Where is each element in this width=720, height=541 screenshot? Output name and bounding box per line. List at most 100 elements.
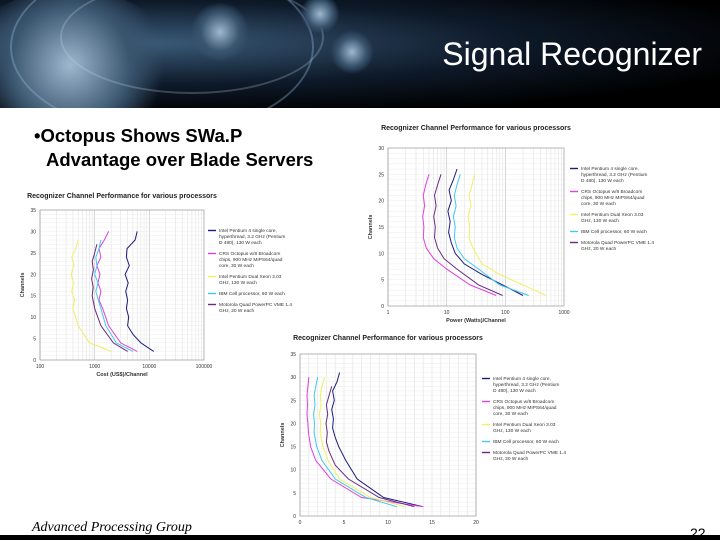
slide-title: Signal Recognizer	[442, 36, 702, 72]
y-tick-label: 30	[30, 229, 36, 235]
y-tick-label: 25	[30, 251, 36, 257]
legend-label: chips, 900 MHz MIPS64/quad	[581, 195, 645, 201]
x-tick-label: 100	[501, 310, 510, 316]
y-tick-label: 35	[290, 352, 296, 358]
x-tick-label: 15	[429, 520, 435, 526]
legend-label: GHz, 20 W each	[219, 308, 255, 314]
legend-label: Intel Pentium 4 single core,	[493, 376, 551, 382]
x-tick-label: 20	[473, 520, 479, 526]
series-line	[94, 239, 134, 352]
legend-label: Motorola Quad PowerPC VME 1.4	[493, 450, 566, 456]
legend-label: D 480), 130 W each	[219, 240, 262, 246]
y-tick-label: 10	[290, 468, 296, 474]
chart-cost-svg: Recognizer Channel Performance for vario…	[20, 193, 292, 378]
y-tick-label: 25	[290, 398, 296, 404]
y-tick-label: 0	[381, 304, 384, 310]
series-line	[318, 376, 406, 508]
chart-title: Recognizer Channel Performance for vario…	[27, 193, 217, 200]
y-tick-label: 0	[33, 358, 36, 364]
y-tick-label: 5	[293, 491, 296, 497]
legend-label: Intel Pentium 4 single core,	[219, 228, 277, 234]
series-line	[433, 174, 503, 296]
legend-label: GHz, 130 W each	[581, 218, 619, 224]
legend-label: GHz, 20 W each	[493, 456, 529, 462]
legend-label: core, 30 W each	[581, 201, 616, 207]
legend-label: CRS Octopus w/8 Broadcom	[493, 399, 554, 405]
x-axis-label: Power (Watts)/Channel	[446, 318, 506, 324]
legend-label: GHz, 20 W each	[581, 246, 617, 252]
legend-label: D 480), 130 W each	[581, 178, 624, 184]
chart-weight: Recognizer Channel Performance for vario…	[272, 328, 672, 528]
series-line	[467, 174, 547, 296]
chart-power-svg: Recognizer Channel Performance for vario…	[368, 125, 654, 324]
x-tick-label: 10	[385, 520, 391, 526]
series-line	[422, 174, 497, 296]
y-tick-label: 0	[293, 514, 296, 520]
series-line	[452, 174, 529, 296]
y-tick-label: 25	[378, 172, 384, 178]
legend-label: chips, 900 MHz MIPS64/quad	[219, 257, 283, 263]
title-banner: Signal Recognizer	[0, 0, 720, 108]
x-tick-label: 1	[387, 310, 390, 316]
legend-label: Intel Pentium 4 single core,	[581, 166, 639, 172]
chart-title: Recognizer Channel Performance for vario…	[293, 335, 483, 342]
x-tick-label: 10	[444, 310, 450, 316]
legend-label: core, 30 W each	[219, 263, 254, 269]
y-axis-label: Channels	[368, 215, 374, 240]
chart-power: Recognizer Channel Performance for vario…	[358, 118, 716, 336]
bullet-line: •Octopus Shows SWa.P	[34, 125, 243, 146]
y-tick-label: 15	[290, 445, 296, 451]
legend-label: core, 30 W each	[493, 411, 528, 417]
series-line	[306, 377, 424, 508]
legend-label: IBM Cell processor, 60 W each	[581, 229, 647, 235]
y-tick-label: 20	[30, 272, 36, 278]
planet-graphic	[300, 0, 340, 34]
series-line	[447, 168, 524, 296]
plot-frame	[299, 353, 477, 517]
chart-cost: Recognizer Channel Performance for vario…	[14, 186, 344, 386]
series-line	[313, 377, 397, 508]
legend-label: chips, 900 MHz MIPS64/quad	[493, 405, 557, 411]
series-line	[124, 231, 154, 352]
y-tick-label: 10	[30, 315, 36, 321]
legend-label: Motorola Quad PowerPC VME 1.4	[581, 240, 654, 246]
legend-label: IBM Cell processor, 60 W each	[219, 291, 285, 297]
bullet-line: Advantage over Blade Servers	[46, 149, 314, 170]
y-axis-label: Channels	[280, 423, 286, 448]
legend-label: Intel Pentium Dual Xeon 3.03	[493, 422, 556, 428]
plot-frame	[387, 147, 565, 307]
legend-label: GHz, 130 W each	[219, 280, 257, 286]
x-tick-label: 5	[343, 520, 346, 526]
plot-grid	[299, 353, 477, 517]
y-tick-label: 5	[381, 278, 384, 284]
series-line	[331, 372, 424, 508]
legend-label: hyperthread, 3.2 GHz (Pentium	[581, 172, 647, 178]
x-tick-label: 0	[299, 520, 302, 526]
y-axis-label: Channels	[20, 273, 26, 298]
y-tick-label: 20	[290, 421, 296, 427]
y-tick-label: 15	[30, 294, 36, 300]
legend-label: D 480), 130 W each	[493, 388, 536, 394]
planet-graphic	[330, 30, 374, 74]
plot-grid	[39, 209, 204, 361]
y-tick-label: 5	[33, 337, 36, 343]
legend-label: Motorola Quad PowerPC VME 1.4	[219, 302, 292, 308]
legend-label: GHz, 130 W each	[493, 428, 531, 434]
x-tick-label: 1000	[558, 310, 569, 316]
series-line	[325, 386, 415, 508]
bottom-bar	[0, 535, 720, 540]
chart-title: Recognizer Channel Performance for vario…	[381, 125, 571, 132]
plot-grid	[387, 147, 564, 307]
x-tick-label: 100000	[196, 364, 213, 370]
legend-label: Intel Pentium Dual Xeon 3.03	[581, 212, 644, 218]
y-tick-label: 30	[378, 146, 384, 152]
legend-label: IBM Cell processor, 60 W each	[493, 439, 559, 445]
x-axis-label: Cost (US$)/Channel	[96, 372, 148, 378]
y-tick-label: 15	[378, 225, 384, 231]
x-tick-label: 10000	[142, 364, 156, 370]
legend-label: CRS Octopus w/8 Broadcom	[581, 189, 642, 195]
y-tick-label: 20	[378, 199, 384, 205]
y-tick-label: 35	[30, 208, 36, 214]
footer-group-name: Advanced Processing Group	[32, 520, 192, 535]
plot-frame	[39, 209, 205, 361]
